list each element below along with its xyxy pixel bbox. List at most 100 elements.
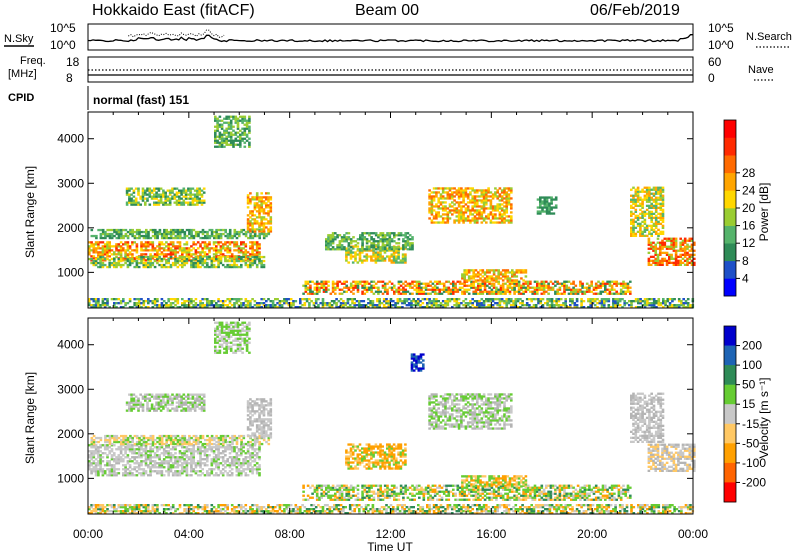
echo-cell <box>101 468 105 471</box>
echo-cell <box>598 300 602 303</box>
echo-cell <box>258 200 261 203</box>
echo-cell <box>124 243 127 246</box>
echo-cell <box>149 452 152 455</box>
echo-cell <box>144 193 147 196</box>
echo-cell <box>648 212 651 215</box>
echo-cell <box>260 192 263 195</box>
echo-cell <box>370 290 373 293</box>
echo-cell <box>141 199 145 202</box>
echo-cell <box>679 247 682 250</box>
colorbar-tick-label: 16 <box>742 219 756 233</box>
echo-cell <box>639 302 642 305</box>
echo-cell <box>556 292 559 295</box>
echo-cell <box>130 187 133 190</box>
echo-cell <box>453 203 456 206</box>
echo-cell <box>441 221 445 224</box>
echo-cell <box>110 261 114 265</box>
echo-cell <box>174 460 177 463</box>
echo-cell <box>639 216 642 219</box>
echo-cell <box>388 257 391 260</box>
echo-cell <box>639 228 642 231</box>
echo-cell <box>541 306 545 309</box>
echo-cell <box>133 236 137 240</box>
echo-cell <box>140 444 143 447</box>
echo-cell <box>229 121 233 124</box>
echo-cell <box>228 300 232 303</box>
echo-cell <box>370 280 373 283</box>
echo-cell <box>197 234 200 238</box>
echo-cell <box>415 282 419 285</box>
echo-cell <box>299 300 302 303</box>
echo-cell <box>255 245 259 248</box>
echo-cell <box>158 255 161 259</box>
echo-cell <box>477 282 480 285</box>
echo-cell <box>194 259 198 262</box>
echo-cell <box>117 468 121 471</box>
echo-cell <box>652 224 656 227</box>
echo-cell <box>520 292 523 295</box>
echo-cell <box>147 243 150 246</box>
echo-cell <box>318 290 321 293</box>
echo-cell <box>466 209 470 212</box>
echo-cell <box>140 302 143 305</box>
echo-cell <box>487 300 490 303</box>
echo-cell <box>630 214 633 217</box>
echo-cell <box>654 226 658 229</box>
echo-cell <box>462 217 465 220</box>
echo-cell <box>430 213 434 216</box>
echo-cell <box>536 288 539 291</box>
nsky-label: N.Sky <box>4 33 34 45</box>
echo-cell <box>92 243 96 246</box>
echo-cell <box>206 306 209 309</box>
echo-cell <box>659 202 663 205</box>
echo-cell <box>179 228 182 232</box>
echo-cell <box>216 129 219 132</box>
echo-cell <box>446 302 450 305</box>
echo-cell <box>117 460 121 463</box>
echo-cell <box>500 219 504 222</box>
echo-cell <box>630 230 633 233</box>
echo-cell <box>244 251 248 254</box>
echo-cell <box>479 279 482 282</box>
echo-cell <box>446 187 450 190</box>
echo-cell <box>260 218 263 221</box>
echo-cell <box>189 189 192 192</box>
echo-cell <box>128 464 132 467</box>
echo-cell <box>356 280 360 283</box>
echo-cell <box>122 259 125 262</box>
echo-cell <box>345 253 348 256</box>
echo-cell <box>550 302 554 305</box>
echo-cell <box>333 302 336 305</box>
echo-cell <box>167 452 170 455</box>
echo-cell <box>441 209 445 212</box>
echo-cell <box>225 141 228 144</box>
echo-cell <box>137 302 141 305</box>
echo-cell <box>607 304 611 307</box>
echo-cell <box>156 450 159 453</box>
echo-cell <box>361 280 364 283</box>
echo-cell <box>280 300 284 303</box>
echo-cell <box>144 253 148 256</box>
echo-cell <box>511 286 514 289</box>
echo-cell <box>351 298 354 301</box>
echo-cell <box>370 236 373 239</box>
echo-cell <box>498 298 502 301</box>
echo-cell <box>338 248 342 251</box>
echo-cell <box>97 257 100 261</box>
echo-cell <box>329 248 333 251</box>
echo-cell <box>325 238 328 241</box>
colorbar-tick-label: 12 <box>742 236 756 250</box>
echo-cell <box>202 191 206 194</box>
echo-cell <box>543 196 547 199</box>
echo-cell <box>326 302 329 305</box>
echo-cell <box>380 302 384 305</box>
echo-cell <box>325 240 328 243</box>
echo-cell <box>505 219 508 222</box>
echo-cell <box>548 300 552 303</box>
echo-cell <box>227 143 231 146</box>
echo-cell <box>441 195 445 198</box>
echo-cell <box>482 195 486 198</box>
echo-cell <box>165 265 168 269</box>
echo-cell <box>228 251 232 254</box>
echo-cell <box>182 195 186 198</box>
